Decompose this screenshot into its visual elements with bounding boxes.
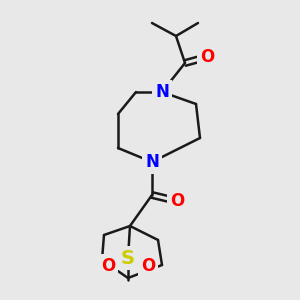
Text: O: O bbox=[200, 48, 214, 66]
Text: S: S bbox=[121, 248, 135, 268]
Text: O: O bbox=[170, 192, 184, 210]
Text: N: N bbox=[155, 83, 169, 101]
Text: O: O bbox=[141, 257, 155, 275]
Text: N: N bbox=[145, 153, 159, 171]
Text: O: O bbox=[101, 257, 115, 275]
